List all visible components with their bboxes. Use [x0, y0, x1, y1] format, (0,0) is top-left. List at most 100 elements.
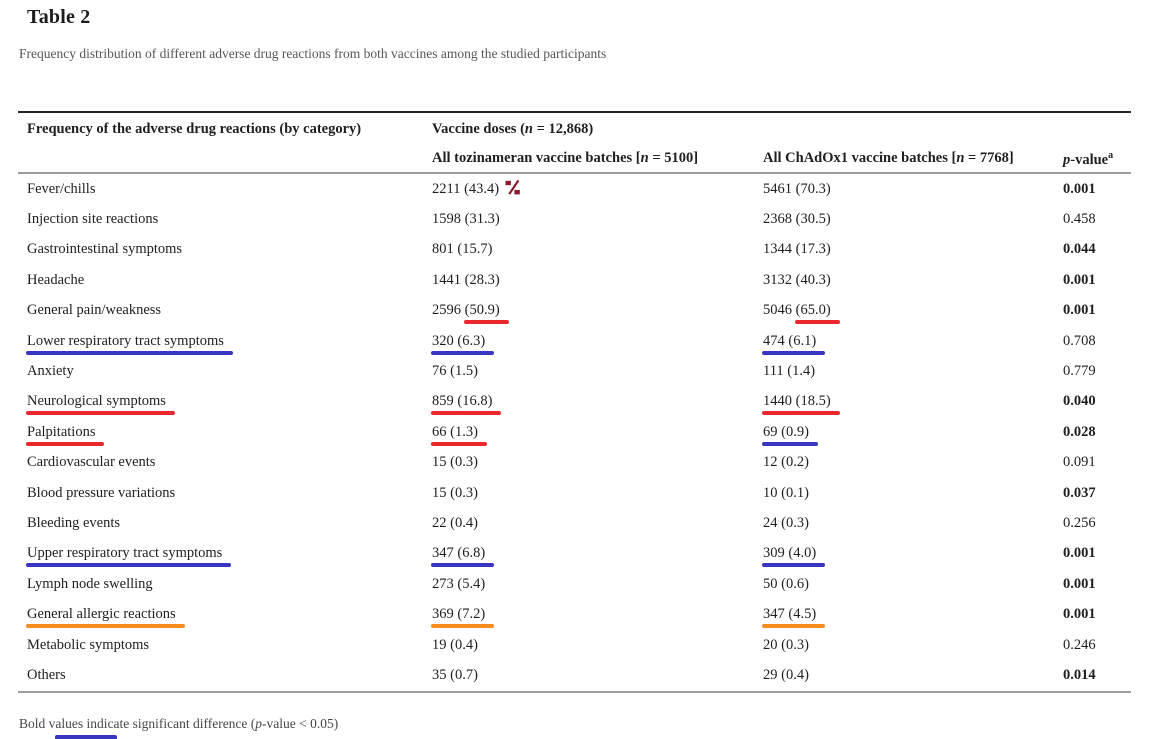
reaction-label-text: Bleeding events	[27, 514, 121, 531]
cell-chadox1-value: 5461 (70.3)	[763, 181, 1063, 198]
cell-tozinameran-value: 1598 (31.3)	[432, 211, 763, 228]
footnote-text: Bold values indicate significant differe…	[19, 716, 256, 731]
cell-tozinameran-value: 22 (0.4)	[432, 515, 763, 532]
reaction-label-text: General pain/weakness	[27, 302, 162, 319]
page-title: Table 2	[27, 6, 91, 28]
cell-p-value: 0.001	[1063, 545, 1096, 562]
cell-p-value: 0.028	[1063, 423, 1096, 440]
value-text-marked: 69 (0.9)	[762, 423, 818, 446]
cell-tozinameran-value: 347 (6.8)	[430, 545, 763, 568]
cell-chadox1-value: 24 (0.3)	[763, 515, 1063, 532]
header-text: = 5100]	[648, 150, 699, 166]
value-text: 273 (5.4)	[432, 575, 486, 592]
reaction-label-text: Headache	[27, 271, 85, 288]
cell-chadox1-value: 474 (6.1)	[761, 332, 1063, 355]
table-row: Injection site reactions 1598 (31.3) 2368 …	[18, 204, 1131, 234]
cell-chadox1-value: 3132 (40.3)	[763, 272, 1063, 289]
cell-tozinameran-value: 2596 (50.9)	[432, 302, 763, 325]
value-text-marked: 474 (6.1)	[761, 332, 826, 355]
reaction-label-text: Palpitations	[25, 423, 106, 446]
cell-reaction-label: Injection site reactions	[18, 211, 432, 228]
table-caption: Frequency distribution of different adve…	[19, 46, 607, 61]
table-row: Headache 1441 (28.3) 3132 (40.3) 0.001	[18, 265, 1131, 295]
value-text: 24 (0.3)	[763, 514, 809, 531]
value-text: 12 (0.2)	[763, 454, 809, 471]
table-row: Upper respiratory tract symptoms 347 (6.8…	[18, 539, 1131, 569]
header-p-superscript: a	[1108, 150, 1114, 161]
table-row: Lymph node swelling 273 (5.4) 50 (0.6) 0.00…	[18, 569, 1131, 599]
cell-p-value: 0.246	[1063, 636, 1096, 653]
value-text: 1344 (17.3)	[763, 241, 831, 258]
value-text: 50 (0.6)	[763, 575, 809, 592]
table-row: Lower respiratory tract symptoms 320 (6.3…	[18, 326, 1131, 356]
header-p-italic: p	[1063, 151, 1071, 168]
cell-reaction-label: Neurological symptoms	[18, 393, 432, 416]
percent-icon	[505, 179, 520, 195]
header-n-italic: n	[524, 121, 533, 137]
cell-reaction-label: General pain/weakness	[18, 302, 432, 319]
cell-reaction-label: Cardiovascular events	[18, 454, 432, 471]
header-text: All ChAdOx1 vaccine batches [	[763, 150, 957, 166]
value-text: 76 (1.5)	[432, 363, 478, 380]
cell-chadox1-value: 10 (0.1)	[763, 485, 1063, 502]
reaction-label-text: Lymph node swelling	[27, 575, 153, 592]
cell-p-value: 0.256	[1063, 514, 1096, 531]
value-text: 2211 (43.4)	[432, 181, 500, 198]
table-header: Frequency of the adverse drug reactions …	[18, 113, 1131, 174]
annotation-mark-bottom	[55, 735, 117, 739]
value-text: 10 (0.1)	[763, 484, 809, 501]
cell-p-value: 0.037	[1063, 484, 1096, 501]
value-text: 1598 (31.3)	[432, 211, 500, 228]
cell-reaction-label: Upper respiratory tract symptoms	[18, 545, 432, 568]
cell-chadox1-value: 2368 (30.5)	[763, 211, 1063, 228]
cell-p-value: 0.040	[1063, 393, 1096, 410]
value-text-marked: 859 (16.8)	[430, 393, 502, 416]
cell-reaction-label: Fever/chills	[18, 181, 432, 198]
value-text-marked: 1440 (18.5)	[762, 393, 840, 416]
cell-chadox1-value: 347 (4.5)	[761, 606, 1063, 629]
value-text: 29 (0.4)	[763, 666, 809, 683]
reaction-label-text: Metabolic symptoms	[27, 636, 150, 653]
adverse-reactions-table: Frequency of the adverse drug reactions …	[18, 111, 1131, 693]
value-text: 15 (0.3)	[432, 454, 478, 471]
cell-chadox1-value: 111 (1.4)	[763, 363, 1063, 380]
cell-p-value: 0.001	[1063, 180, 1096, 197]
value-text: 111 (1.4)	[763, 363, 816, 380]
table-row: Blood pressure variations 15 (0.3) 10 (0.1…	[18, 478, 1131, 508]
cell-chadox1-value: 69 (0.9)	[762, 423, 1063, 446]
table-row: Anxiety 76 (1.5) 111 (1.4) 0.779	[18, 356, 1131, 386]
value-text: 2368 (30.5)	[763, 211, 831, 228]
cell-reaction-label: Metabolic symptoms	[18, 637, 432, 654]
cell-tozinameran-value: 859 (16.8)	[430, 393, 763, 416]
cell-tozinameran-value: 76 (1.5)	[432, 363, 763, 380]
cell-tozinameran-value: 801 (15.7)	[432, 241, 763, 258]
value-text: 1441 (28.3)	[432, 271, 500, 288]
table-row: Gastrointestinal symptoms 801 (15.7) 1344 …	[18, 235, 1131, 265]
header-text: = 7768]	[964, 150, 1014, 166]
cell-p-value: 0.014	[1063, 666, 1096, 683]
value-text-marked: 347 (6.8)	[430, 545, 495, 568]
reaction-label-text: Others	[27, 666, 66, 683]
value-text: 22 (0.4)	[432, 514, 478, 531]
table-row: Neurological symptoms 859 (16.8) 1440 (18.…	[18, 387, 1131, 417]
cell-tozinameran-value: 1441 (28.3)	[432, 272, 763, 289]
value-text: 3132 (40.3)	[763, 271, 831, 288]
cell-reaction-label: Bleeding events	[18, 515, 432, 532]
reaction-label-text: Lower respiratory tract symptoms	[26, 332, 233, 355]
header-n-italic: n	[640, 150, 649, 166]
value-text: 5461 (70.3)	[763, 180, 831, 197]
cell-tozinameran-value: 66 (1.3)	[431, 424, 763, 446]
value-text-marked: 320 (6.3)	[430, 332, 495, 355]
cell-reaction-label: Lymph node swelling	[18, 576, 432, 593]
cell-tozinameran-value: 273 (5.4)	[432, 576, 763, 593]
cell-tozinameran-value: 19 (0.4)	[432, 637, 763, 654]
reaction-label-text: Fever/chills	[27, 180, 96, 197]
value-text: 801 (15.7)	[432, 241, 493, 258]
header-chadox1-batches: All ChAdOx1 vaccine batches [n = 7768]	[763, 143, 1063, 172]
cell-p-value: 0.091	[1063, 454, 1096, 471]
table-row: General allergic reactions 369 (7.2) 347 (…	[18, 599, 1131, 629]
reaction-label-text: Gastrointestinal symptoms	[27, 241, 183, 258]
cell-tozinameran-value: 2211 (43.4)	[432, 179, 763, 198]
cell-tozinameran-value: 15 (0.3)	[432, 485, 763, 502]
cell-chadox1-value: 20 (0.3)	[763, 637, 1063, 654]
